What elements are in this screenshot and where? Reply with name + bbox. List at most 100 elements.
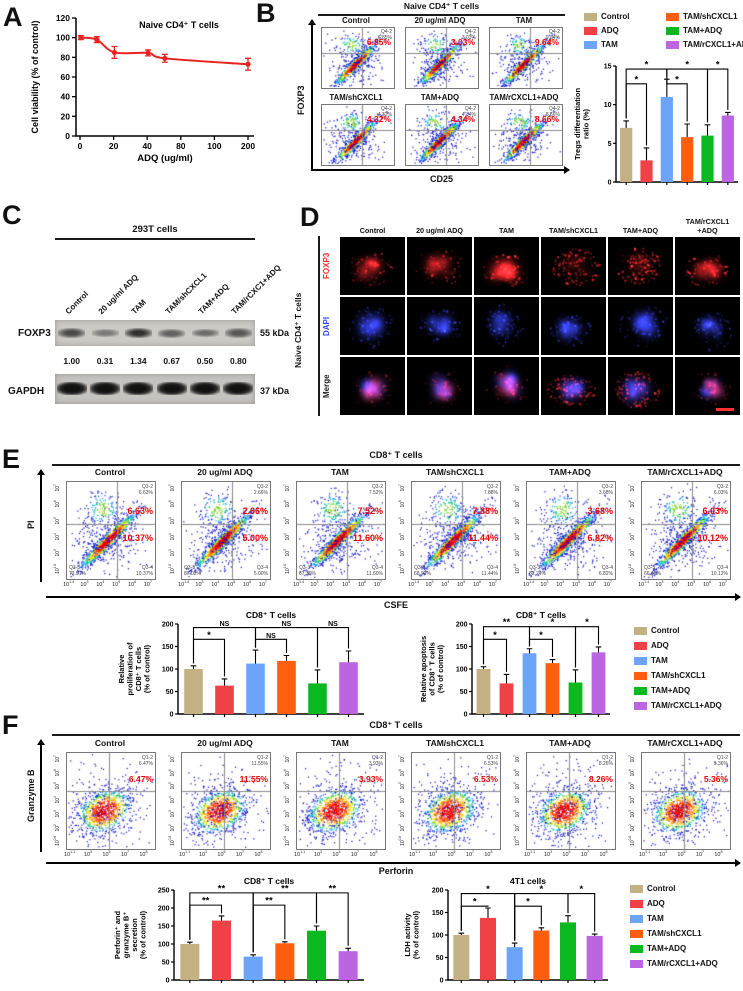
- flow-plot: Control Q3-2 6.63% 6.63% 10.37% Q3-3 72.51% Q3-…: [52, 467, 162, 598]
- y-tick-label: 106: [168, 500, 176, 508]
- quant-value: 0.67: [163, 356, 180, 366]
- quadrant-label: Q1-2 8.26%: [598, 755, 613, 767]
- data-point: [145, 50, 151, 56]
- legend-item-tam-rcxcl1-adq: TAM/rCXCL1+ADQ: [634, 701, 722, 710]
- y-tick-label: 101.6: [398, 564, 406, 575]
- x-tick-label: 101.4: [63, 580, 75, 588]
- gate-percentage: 6.47%: [128, 774, 153, 784]
- quadrant-label: Q3-2 2.66%: [253, 484, 268, 496]
- x-tick-label: 105: [457, 580, 466, 588]
- legend-label: Control: [647, 884, 676, 893]
- flow-plot-title: TAM+ADQ: [420, 93, 460, 102]
- flow-plot-title: TAM: [515, 16, 533, 25]
- x-tick-label: 101.4: [638, 580, 650, 588]
- legend-swatch: [630, 944, 643, 953]
- chart-text: *: [551, 617, 555, 628]
- panel-e-y-axis-arrow: [37, 469, 44, 582]
- legend-swatch: [666, 26, 679, 35]
- y-tick-label: 104: [283, 532, 291, 541]
- error-bar: [313, 925, 320, 931]
- flow-plot: TAM Q1-2 3.93% 3.93% 101.1 103 105 107 108 107 106…: [282, 738, 392, 868]
- chart-text: 100: [158, 942, 170, 949]
- if-image-merge-3: [541, 357, 606, 415]
- x-tick-label: 103: [83, 850, 93, 858]
- chart-text: 80: [176, 141, 186, 151]
- if-image-merge-1: [407, 357, 472, 415]
- bar-TAM/rCXCL1+ADQ: [338, 951, 358, 980]
- gate-percentage-top: 6.03%: [702, 506, 728, 516]
- gate-percentage-top: 3.68%: [587, 506, 613, 516]
- y-tick-label: 103: [168, 549, 176, 557]
- legend-label: TAM: [601, 40, 618, 49]
- chart-text: 4T1 cells: [510, 876, 546, 886]
- flow-plot-box: Q3-2 7.88% 7.88% 11.44% Q3-3 68.92% Q3-4 11.44%: [411, 481, 501, 580]
- error-bar: [485, 907, 491, 918]
- quadrant-label-q34: Q3-4 5.00%: [253, 565, 268, 577]
- foxp3-band: [58, 328, 86, 338]
- flow-dot-cloud: [182, 482, 270, 579]
- chart-text: 0: [464, 712, 468, 719]
- if-image-blue-5: [675, 297, 740, 355]
- quadrant-label-q33: Q3-3 87.02%: [184, 565, 201, 577]
- chart-text: **: [265, 896, 273, 907]
- flow-dot-cloud: [412, 482, 500, 579]
- gate-percentage-top: 7.52%: [357, 506, 383, 516]
- quadrant-label: Q4-2 9.64%: [545, 29, 560, 41]
- y-tick-label: 104: [513, 532, 521, 541]
- gate-percentage: 3.93%: [358, 774, 383, 784]
- quant-value: 0.50: [196, 356, 214, 366]
- x-tick-label: 103: [543, 850, 553, 858]
- quadrant-label: Q4-2 4.34%: [461, 106, 476, 118]
- flow-dot-cloud: [297, 482, 385, 579]
- legend-label: TAM/shCXCL1: [683, 12, 738, 21]
- flow-plot-box: Q1-2 5.36% 5.36%: [641, 752, 731, 850]
- legend-swatch: [634, 701, 647, 710]
- legend-swatch: [634, 656, 647, 665]
- legend-label: ADQ: [647, 899, 665, 908]
- gate-percentage-bottom: 10.12%: [697, 533, 728, 543]
- foxp3-band: [191, 328, 219, 338]
- chart-text: 200: [456, 622, 468, 629]
- error-bar: [190, 665, 197, 669]
- gate-percentage: 8.66%: [534, 114, 559, 124]
- x-tick-label: 106: [702, 580, 712, 588]
- data-point: [245, 61, 251, 67]
- ldh-bar-chart-mount: 0 50 100 150 200 * * * * * 4T1 cells LDH activity (%…: [402, 876, 612, 991]
- chart-text: *: [645, 60, 649, 71]
- legend-label: TAM/shCXCL1: [647, 929, 702, 938]
- chart-text: 0: [78, 141, 83, 151]
- y-tick-label: 101.6: [283, 564, 291, 575]
- if-row-label-dapi: DAPI: [322, 316, 331, 336]
- flow-plot-title: TAM/rCXCL1+ADQ: [489, 93, 559, 102]
- legend-label: TAM+ADQ: [683, 26, 723, 35]
- y-tick-label: 106: [398, 500, 406, 508]
- chart-text: NS: [328, 621, 338, 628]
- legend-label: TAM/shCXCL1: [651, 671, 706, 680]
- quant-value: 1.34: [130, 356, 147, 366]
- quadrant-label: Q1-2 6.53%: [483, 755, 498, 767]
- gapdh-blot-strip: [55, 374, 255, 404]
- y-tick-label: 104: [628, 532, 636, 541]
- quadrant-label: Q4-2 6.85%: [377, 29, 392, 41]
- error-bar: [314, 669, 321, 684]
- flow-plot: TAM+ADQ Q4-2 4.34% 4.34%: [402, 93, 482, 168]
- chart-text: 0: [65, 131, 70, 141]
- error-bar: [283, 654, 290, 661]
- chart-text: 50: [436, 955, 444, 962]
- y-tick-label: 104: [398, 532, 406, 541]
- gate-percentage-bottom: 6.82%: [587, 533, 613, 543]
- legend-item-tam-adq: TAM+ADQ: [666, 26, 722, 35]
- panel-e-header: CD8⁺ T cells: [369, 450, 423, 460]
- gate-percentage-bottom: 11.44%: [467, 533, 498, 543]
- legend-swatch: [634, 671, 647, 680]
- gate-percentage: 4.34%: [450, 114, 475, 124]
- flow-plot-box: Q1-2 6.47% 6.47%: [66, 752, 156, 850]
- chart-text: 0: [440, 978, 444, 985]
- x-tick-label: 107: [235, 850, 244, 858]
- y-tick-label: 103: [628, 549, 636, 557]
- error-bar: [643, 147, 650, 161]
- chart-text: *: [493, 630, 497, 641]
- sig-bracket: [316, 627, 350, 668]
- x-tick-label: 103: [313, 850, 323, 858]
